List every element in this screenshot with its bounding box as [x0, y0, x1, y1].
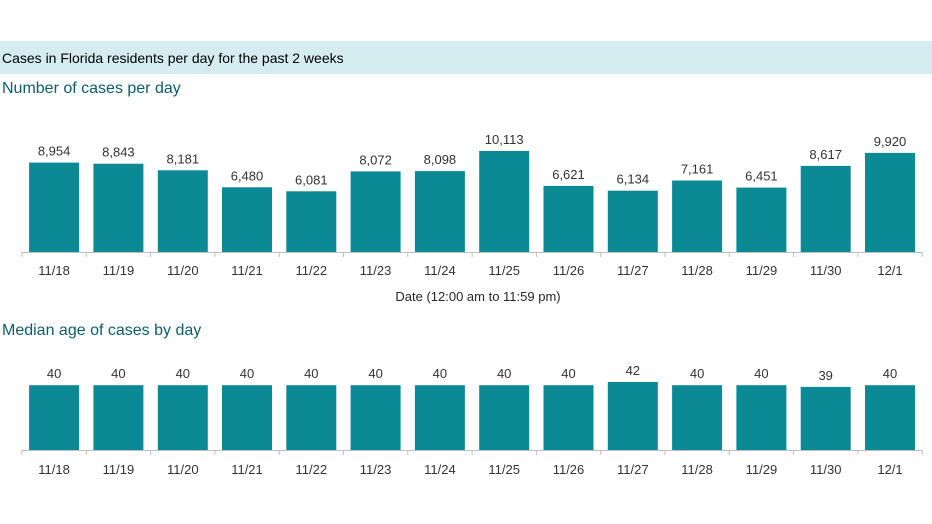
cases-tick-label-7: 11/24: [424, 263, 456, 278]
median-age-tick-label-12: 11/29: [746, 462, 778, 477]
banner-title: Cases in Florida residents per day for t…: [2, 50, 344, 66]
median-age-tick-label-2: 11/19: [103, 462, 135, 477]
median-age-tick-label-9: 11/26: [553, 462, 585, 477]
cases-tick-label-13: 11/30: [810, 263, 842, 278]
median-age-value-label-13: 39: [818, 368, 832, 383]
median-age-value-label-8: 40: [497, 366, 511, 381]
cases-value-label-9: 6,621: [552, 167, 585, 182]
median-age-bar-3: [157, 385, 208, 450]
cases-value-label-2: 8,843: [102, 145, 135, 160]
cases-tick-label-9: 11/26: [553, 263, 585, 278]
cases-bar-8: [479, 151, 530, 252]
median-age-value-label-7: 40: [433, 366, 447, 381]
median-age-bar-10: [607, 382, 658, 450]
cases-bar-7: [414, 171, 465, 252]
cases-tick-label-12: 11/29: [746, 263, 778, 278]
cases-chart-xlabel: Date (12:00 am to 11:59 pm): [395, 289, 561, 304]
cases-value-label-10: 6,134: [617, 172, 650, 187]
cases-tick-label-6: 11/23: [360, 263, 392, 278]
cases-value-label-13: 8,617: [809, 147, 842, 162]
median-age-bar-5: [286, 385, 337, 450]
median-age-bar-7: [414, 385, 465, 450]
cases-value-label-7: 8,098: [424, 152, 457, 167]
median-age-tick-label-11: 11/28: [681, 462, 713, 477]
median-age-value-label-12: 40: [754, 366, 768, 381]
cases-bar-6: [350, 171, 401, 252]
median-age-bar-1: [29, 385, 80, 450]
cases-bar-11: [672, 180, 723, 252]
cases-bar-12: [736, 187, 787, 252]
median-age-value-label-6: 40: [368, 366, 382, 381]
cases-bar-13: [800, 165, 851, 252]
median-age-value-label-5: 40: [304, 366, 318, 381]
median-age-bar-4: [222, 385, 272, 450]
median-age-tick-label-10: 11/27: [617, 462, 649, 477]
median-age-bar-9: [543, 385, 594, 450]
cases-bar-10: [607, 190, 658, 252]
cases-bar-3: [157, 170, 208, 252]
cases-tick-label-14: 12/1: [877, 263, 902, 278]
median-age-tick-label-7: 11/24: [424, 462, 456, 477]
header-banner: Cases in Florida residents per day for t…: [0, 41, 932, 74]
median-age-bar-2: [93, 385, 144, 450]
cases-value-label-5: 6,081: [295, 172, 328, 187]
cases-tick-label-1: 11/18: [38, 263, 70, 278]
cases-value-label-14: 9,920: [874, 134, 907, 149]
cases-tick-label-5: 11/22: [296, 263, 328, 278]
median-age-value-label-1: 40: [47, 366, 61, 381]
cases-bar-14: [865, 152, 915, 252]
cases-value-label-4: 6,480: [231, 168, 264, 183]
median-age-bar-6: [350, 385, 401, 450]
median-age-tick-label-14: 12/1: [877, 462, 902, 477]
median-age-tick-label-3: 11/20: [167, 462, 199, 477]
cases-value-label-6: 8,072: [359, 152, 392, 167]
median-age-bar-13: [800, 386, 851, 450]
cases-bar-5: [286, 191, 337, 252]
median-age-bar-11: [672, 385, 723, 450]
median-age-tick-label-6: 11/23: [360, 462, 392, 477]
median-age-value-label-4: 40: [240, 366, 254, 381]
cases-tick-label-4: 11/21: [231, 263, 263, 278]
median-age-value-label-14: 40: [883, 366, 897, 381]
cases-tick-label-8: 11/25: [488, 263, 520, 278]
cases-tick-label-3: 11/20: [167, 263, 199, 278]
cases-bar-4: [222, 187, 272, 252]
median-age-value-label-3: 40: [176, 366, 190, 381]
median-age-value-label-9: 40: [561, 366, 575, 381]
median-age-tick-label-4: 11/21: [231, 462, 263, 477]
cases-bar-2: [93, 163, 144, 252]
cases-tick-label-2: 11/19: [103, 263, 135, 278]
cases-value-label-1: 8,954: [38, 144, 71, 159]
median-age-value-label-10: 42: [626, 363, 640, 378]
cases-tick-label-10: 11/27: [617, 263, 649, 278]
cases-value-label-11: 7,161: [681, 162, 714, 177]
cases-tick-label-11: 11/28: [681, 263, 713, 278]
cases-bar-1: [29, 162, 80, 252]
cases-value-label-12: 6,451: [745, 169, 778, 184]
median-age-tick-label-13: 11/30: [810, 462, 842, 477]
median-age-tick-label-1: 11/18: [38, 462, 70, 477]
median-age-bar-14: [865, 385, 915, 450]
median-age-tick-label-8: 11/25: [488, 462, 520, 477]
cases-value-label-8: 10,113: [485, 132, 524, 147]
cases-bar-chart: 8,954 11/18 8,843 11/19 8,181 11/20 6,480 11/21…: [21, 132, 923, 278]
median-age-value-label-2: 40: [111, 366, 125, 381]
median-age-value-label-11: 40: [690, 366, 704, 381]
cases-bar-9: [543, 185, 594, 252]
median-age-tick-label-5: 11/22: [296, 462, 328, 477]
cases-value-label-3: 8,181: [167, 151, 200, 166]
cases-chart-title: Number of cases per day: [2, 80, 181, 97]
median-age-bar-12: [736, 385, 787, 450]
median-age-chart-title: Median age of cases by day: [2, 322, 202, 339]
median-age-bar-8: [479, 385, 530, 450]
